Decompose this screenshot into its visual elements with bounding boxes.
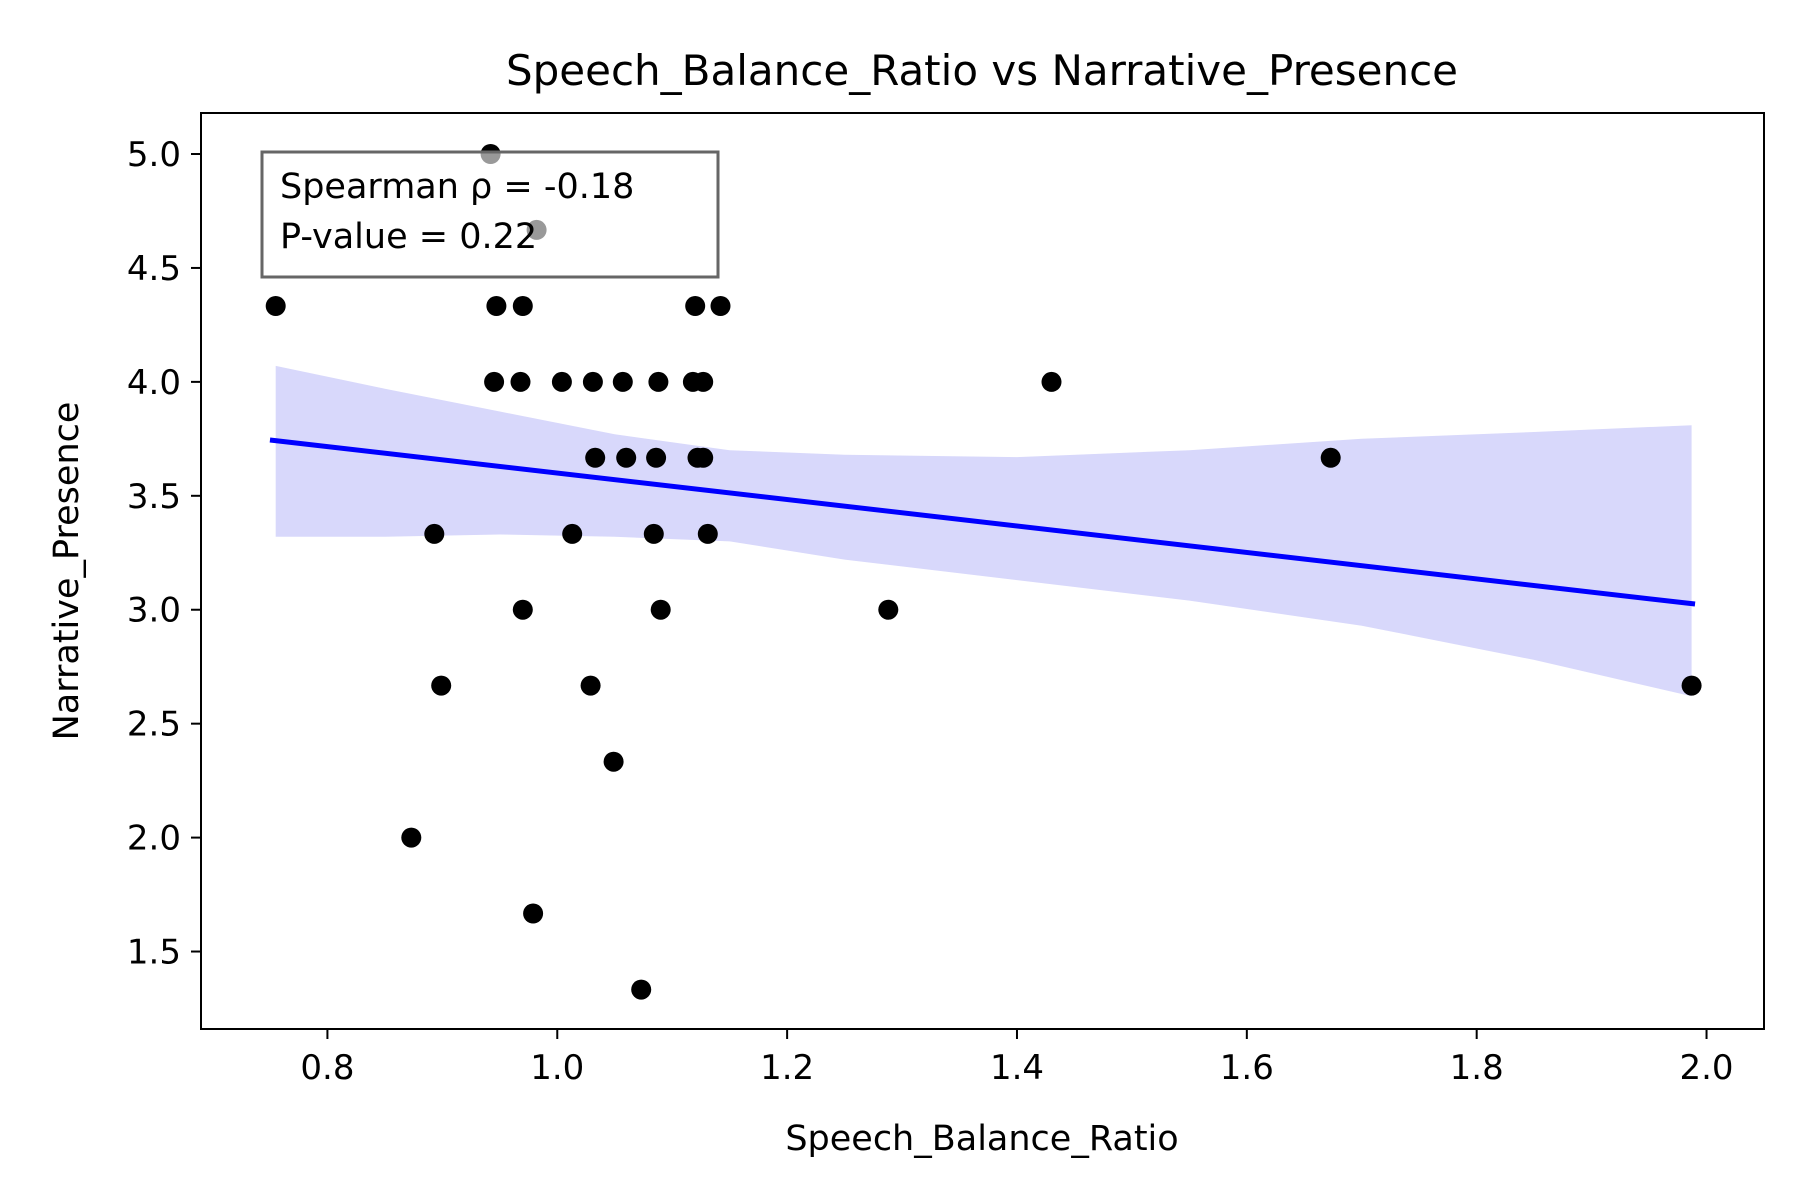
- y-tick-label: 4.5: [127, 249, 181, 289]
- scatter-point: [710, 296, 731, 316]
- scatter-point: [697, 523, 718, 544]
- scatter-point: [401, 827, 422, 848]
- scatter-point: [562, 523, 583, 544]
- y-tick-label: 3.5: [127, 477, 181, 517]
- plot-frame: [200, 112, 1765, 1030]
- regression-line-layer: [269, 437, 1696, 607]
- stats-annotation: Spearman ρ = -0.18 P-value = 0.22: [260, 150, 720, 279]
- scatter-point: [693, 447, 714, 468]
- scatter-point: [685, 296, 706, 316]
- scatter-point: [616, 447, 637, 468]
- y-tick-label: 4.0: [127, 363, 181, 403]
- x-axis-label: Speech_Balance_Ratio: [785, 1119, 1178, 1159]
- scatter-point: [1041, 371, 1062, 392]
- scatter-point: [431, 675, 452, 696]
- scatter-point: [510, 371, 531, 392]
- scatter-point: [646, 447, 667, 468]
- x-axis-ticks: 0.8 1.0 1.2 1.4 1.6 1.8 2.0: [300, 1029, 1734, 1088]
- scatter-point: [650, 599, 671, 620]
- scatter-point: [580, 675, 601, 696]
- y-tick-label: 5.0: [127, 135, 181, 175]
- y-tick-label: 2.0: [127, 819, 181, 859]
- scatter-point: [631, 979, 652, 1000]
- x-tick-label: 1.2: [760, 1048, 814, 1088]
- y-axis-ticks: 1.5 2.0 2.5 3.0 3.5 4.0 4.5 5.0: [127, 135, 201, 973]
- spearman-text: Spearman ρ = -0.18: [280, 167, 634, 207]
- p-value-text: P-value = 0.22: [280, 217, 537, 257]
- scatter-point: [484, 371, 505, 392]
- chart-title: Speech_Balance_Ratio vs Narrative_Presen…: [506, 46, 1458, 95]
- scatter-point: [1320, 447, 1341, 468]
- scatter-point: [648, 371, 669, 392]
- scatter-point: [512, 599, 533, 620]
- scatter-point: [693, 371, 714, 392]
- scatter-point: [1681, 675, 1702, 696]
- scatter-point: [582, 371, 603, 392]
- regression-line: [269, 437, 1696, 607]
- y-tick-label: 2.5: [127, 705, 181, 745]
- scatter-point: [643, 523, 664, 544]
- scatter-point: [612, 371, 633, 392]
- scatter-point: [523, 903, 544, 924]
- scatter-point: [512, 296, 533, 316]
- x-tick-label: 1.6: [1220, 1048, 1274, 1088]
- x-tick-label: 1.0: [530, 1048, 584, 1088]
- scatter-point: [878, 599, 899, 620]
- stats-annotation-box: [260, 150, 720, 279]
- scatter-point: [424, 523, 445, 544]
- y-tick-label: 3.0: [127, 591, 181, 631]
- scatter-point: [603, 751, 624, 772]
- y-axis-label: Narrative_Presence: [47, 402, 87, 741]
- x-tick-label: 0.8: [300, 1048, 354, 1088]
- y-tick-label: 1.5: [127, 933, 181, 973]
- x-tick-label: 1.4: [990, 1048, 1044, 1088]
- scatter-point: [585, 447, 606, 468]
- scatter-point: [486, 296, 507, 316]
- x-tick-label: 1.8: [1450, 1048, 1504, 1088]
- scatter-point: [551, 371, 572, 392]
- x-tick-label: 2.0: [1679, 1048, 1733, 1088]
- scatter-point: [265, 296, 286, 316]
